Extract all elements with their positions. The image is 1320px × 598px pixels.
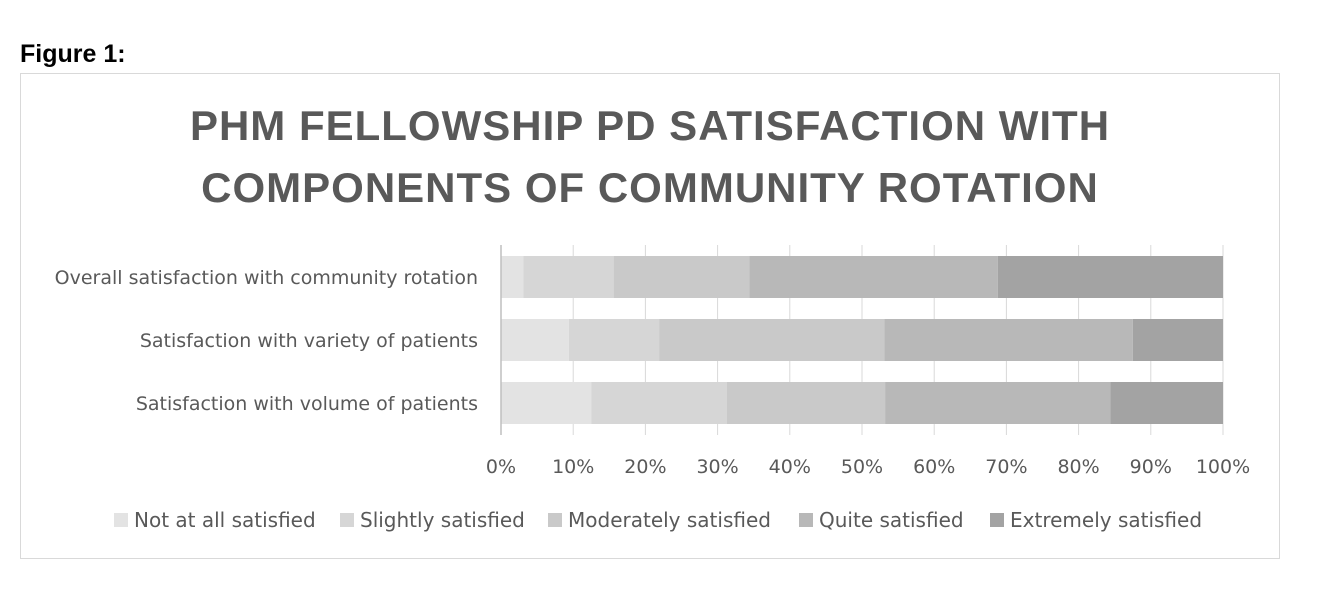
bar-segment	[1110, 382, 1223, 424]
bars	[501, 256, 1223, 424]
bar-segment	[1132, 319, 1223, 361]
legend-swatch	[990, 513, 1004, 527]
bar-segment	[501, 319, 569, 361]
bar-segment	[885, 382, 1111, 424]
x-tick-label: 50%	[841, 456, 883, 478]
chart-title-line-1: PHM FELLOWSHIP PD SATISFACTION WITH	[190, 102, 1110, 149]
bar-segment	[613, 256, 750, 298]
bar-segment	[501, 256, 524, 298]
chart-frame	[20, 73, 1280, 559]
bar-segment	[501, 382, 592, 424]
bar-segment	[997, 256, 1223, 298]
labels: 0% 10% 20% 30% 40% 50% 60% 70% 80% 90% 100% Overall…	[55, 267, 1251, 478]
x-tick-label: 10%	[552, 456, 594, 478]
legend-swatch	[548, 513, 562, 527]
legend-label: Extremely satisfied	[1010, 508, 1202, 532]
bar-segment	[726, 382, 886, 424]
x-tick-label: 30%	[696, 456, 738, 478]
category-label: Satisfaction with volume of patients	[136, 393, 478, 415]
x-tick-label: 20%	[624, 456, 666, 478]
category-label: Satisfaction with variety of patients	[140, 330, 478, 352]
legend-label: Quite satisfied	[819, 508, 964, 532]
x-tick-label: 70%	[985, 456, 1027, 478]
bar-segment	[749, 256, 998, 298]
bar-segment	[591, 382, 727, 424]
category-label: Overall satisfaction with community rota…	[55, 267, 478, 289]
x-tick-label: 60%	[913, 456, 955, 478]
legend-swatch	[114, 513, 128, 527]
x-tick-label: 80%	[1057, 456, 1099, 478]
legend-label: Slightly satisfied	[360, 508, 525, 532]
figure-label: Figure 1:	[20, 40, 126, 68]
x-tick-label: 0%	[486, 456, 516, 478]
bar-segment	[884, 319, 1133, 361]
x-tick-label: 90%	[1130, 456, 1172, 478]
legend: Not at all satisfied Slightly satisfied Mo…	[114, 508, 1202, 532]
legend-swatch	[799, 513, 813, 527]
chart-title-line-2: COMPONENTS OF COMMUNITY ROTATION	[201, 164, 1099, 211]
bar-segment	[659, 319, 885, 361]
legend-swatch	[340, 513, 354, 527]
x-tick-label: 100%	[1196, 456, 1250, 478]
bar-segment	[523, 256, 614, 298]
legend-label: Not at all satisfied	[134, 508, 316, 532]
legend-label: Moderately satisfied	[568, 508, 771, 532]
bar-segment	[568, 319, 660, 361]
x-tick-label: 40%	[769, 456, 811, 478]
